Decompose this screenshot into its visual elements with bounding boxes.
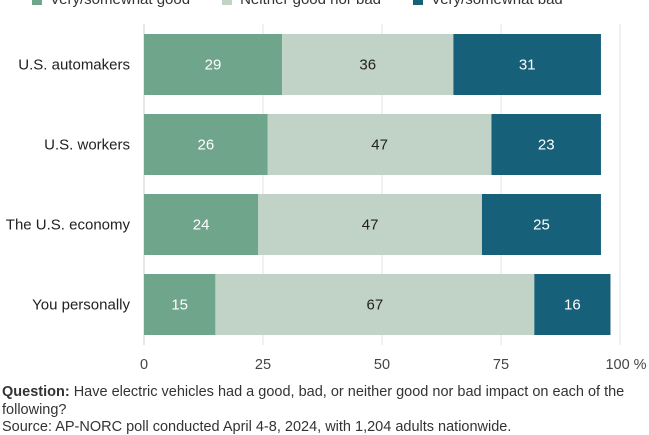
bar-segment xyxy=(481,194,601,255)
data-label: 31 xyxy=(519,57,536,74)
data-label: 36 xyxy=(359,57,376,74)
legend-label-neither: Neither good nor bad xyxy=(240,0,381,8)
legend-swatch-neither xyxy=(222,0,233,5)
category-label: You personally xyxy=(32,297,130,314)
data-label: 67 xyxy=(367,297,384,314)
bar-segment xyxy=(144,274,216,335)
bar-segment xyxy=(267,114,492,175)
bar-segment xyxy=(491,114,601,175)
category-label: The U.S. economy xyxy=(6,217,131,234)
data-label: 26 xyxy=(198,137,215,154)
bar-segment xyxy=(144,34,283,95)
data-label: 29 xyxy=(205,57,222,74)
bar-segment xyxy=(453,34,601,95)
question-text: Have electric vehicles had a good, bad, … xyxy=(2,384,625,418)
data-label: 47 xyxy=(371,137,388,154)
chart-legend: Very/somewhat good Neither good nor bad … xyxy=(0,0,595,8)
x-tick-label: 50 xyxy=(374,357,390,373)
x-tick-label: 100 % xyxy=(605,357,646,373)
legend-item-good: Very/somewhat good xyxy=(32,0,190,8)
question-label: Question: xyxy=(2,384,70,400)
data-label: 16 xyxy=(564,297,581,314)
bar-segment xyxy=(215,274,535,335)
bar-segment xyxy=(534,274,611,335)
x-tick-label: 75 xyxy=(493,357,509,373)
bar-segment xyxy=(144,114,268,175)
legend-swatch-good xyxy=(32,0,42,5)
x-tick-label: 25 xyxy=(255,357,271,373)
legend-label-bad: Very/somewhat bad xyxy=(431,0,563,8)
data-label: 47 xyxy=(362,217,379,234)
legend-label-good: Very/somewhat good xyxy=(50,0,190,8)
x-tick-label: 0 xyxy=(140,357,148,373)
bar-segment xyxy=(258,194,482,255)
bar-segment xyxy=(144,194,259,255)
category-label: U.S. workers xyxy=(44,137,130,154)
chart-source: Source: AP-NORC poll conducted April 4-8… xyxy=(2,419,512,435)
stacked-bar-chart: U.S. automakers 29 36 31 U.S. workers 26 47 23 T… xyxy=(6,24,647,373)
bar-segment xyxy=(282,34,454,95)
legend-item-bad: Very/somewhat bad xyxy=(413,0,563,8)
data-label: 23 xyxy=(538,137,555,154)
data-label: 25 xyxy=(533,217,550,234)
data-label: 24 xyxy=(193,217,210,234)
data-label: 15 xyxy=(171,297,188,314)
category-label: U.S. automakers xyxy=(18,57,130,74)
legend-swatch-bad xyxy=(413,0,424,5)
legend-item-neither: Neither good nor bad xyxy=(222,0,381,8)
chart-footnote: Question: Have electric vehicles had a g… xyxy=(2,383,642,419)
